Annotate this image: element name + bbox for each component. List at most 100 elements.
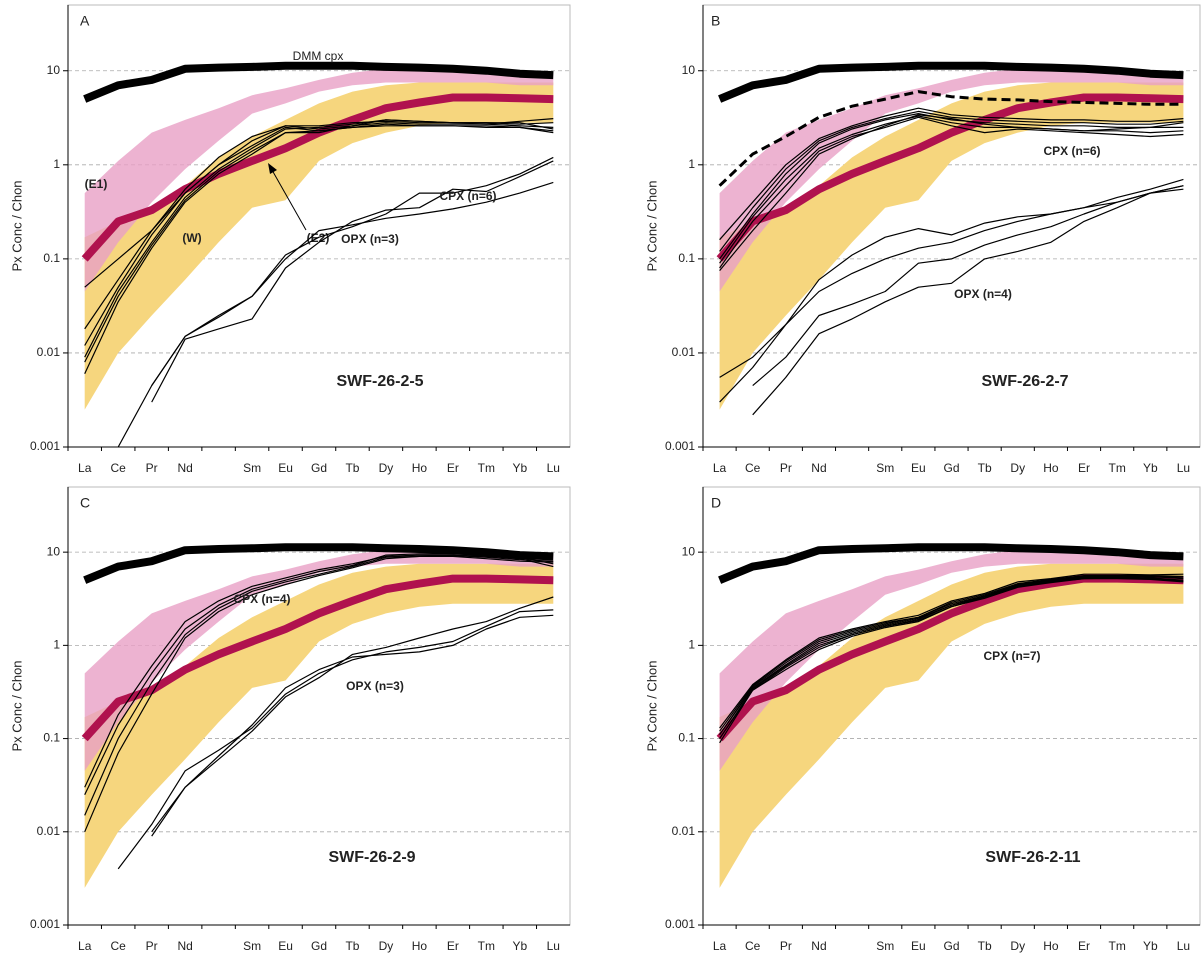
x-tick-label: Yb <box>512 461 527 475</box>
x-tick-label: Yb <box>512 939 527 953</box>
x-tick-label: Er <box>1078 939 1090 953</box>
y-tick-label: 10 <box>47 544 61 558</box>
sample-line <box>719 107 1184 241</box>
x-tick-label: Dy <box>1010 461 1025 475</box>
y-axis-label: Px Conc / Chon <box>9 180 24 271</box>
range-band <box>84 68 554 292</box>
sample-line <box>719 576 1184 739</box>
x-tick-label: Sm <box>243 939 261 953</box>
x-tick-label: Ho <box>1043 461 1059 475</box>
x-tick-label: Eu <box>911 461 926 475</box>
reference-line <box>81 574 554 742</box>
x-tick-label: La <box>713 461 727 475</box>
x-tick-label: Tb <box>345 939 359 953</box>
sample-line <box>84 555 554 833</box>
y-tick-label: 1 <box>53 157 60 171</box>
arrow-line <box>271 169 307 231</box>
sample-line <box>719 185 1184 378</box>
y-tick-label: 0.001 <box>30 917 60 931</box>
x-tick-label: Pr <box>146 939 158 953</box>
y-tick-label: 0.1 <box>678 251 695 265</box>
x-tick-label: Pr <box>146 461 158 475</box>
x-tick-label: Dy <box>379 461 394 475</box>
x-tick-label: Ho <box>412 939 428 953</box>
reference-line <box>718 543 1184 584</box>
y-tick-label: 10 <box>47 63 61 77</box>
sample-title: SWF-26-2-11 <box>985 849 1080 866</box>
range-band <box>719 563 1184 888</box>
x-tick-label: Ce <box>745 461 761 475</box>
sample-line <box>719 113 1184 260</box>
x-tick-label: Tm <box>1109 461 1126 475</box>
sample-line <box>151 614 554 837</box>
y-tick-label: 0.01 <box>672 345 696 359</box>
x-tick-label: Er <box>447 939 459 953</box>
sample-line <box>719 116 1184 269</box>
y-axis-label: Px Conc / Chon <box>644 660 659 751</box>
annotation: OPX (n=4) <box>954 287 1012 301</box>
sample-line <box>719 573 1184 729</box>
y-tick-label: 0.1 <box>43 731 60 745</box>
sample-line <box>151 160 554 403</box>
x-tick-label: Tb <box>345 461 359 475</box>
y-tick-label: 1 <box>53 638 60 652</box>
sample-line <box>719 114 1184 271</box>
sample-line <box>151 181 554 386</box>
sample-line <box>719 578 1184 744</box>
sample-line <box>84 553 554 795</box>
x-tick-label: Yb <box>1143 939 1158 953</box>
arrow-head <box>268 163 277 174</box>
x-tick-label: Nd <box>811 461 826 475</box>
annotation: OPX (n=3) <box>346 679 404 693</box>
range-band <box>84 550 554 771</box>
panel-label: C <box>80 495 90 511</box>
sample-line <box>84 554 554 816</box>
annotation: OPX (n=3) <box>341 232 399 246</box>
sample-line <box>84 125 554 375</box>
x-tick-label: Tb <box>978 461 992 475</box>
reference-line <box>718 61 1184 103</box>
annotation: CPX (n=6) <box>1043 144 1100 158</box>
sample-title: SWF-26-2-7 <box>981 373 1068 390</box>
x-tick-label: Lu <box>547 939 560 953</box>
sample-line <box>719 110 1184 252</box>
x-tick-label: Dy <box>1010 939 1025 953</box>
sample-line <box>151 596 554 833</box>
annotation: CPX (n=6) <box>439 189 496 203</box>
x-tick-label: Ce <box>111 461 127 475</box>
y-tick-label: 0.01 <box>37 824 61 838</box>
x-tick-label: Tm <box>478 939 495 953</box>
x-tick-label: Ce <box>745 939 761 953</box>
sample-line <box>84 119 554 330</box>
series-label: (E1) <box>85 177 108 191</box>
sample-line <box>719 178 1184 403</box>
x-tick-label: Sm <box>243 461 261 475</box>
sample-line <box>719 115 1184 264</box>
x-tick-label: Eu <box>911 939 926 953</box>
reference-line <box>83 61 554 103</box>
panel-label: D <box>711 495 721 511</box>
x-tick-label: Gd <box>943 461 959 475</box>
x-tick-label: Pr <box>780 939 792 953</box>
sample-line <box>84 122 554 363</box>
x-tick-label: Tb <box>978 939 992 953</box>
x-tick-label: Tm <box>1109 939 1126 953</box>
range-band <box>84 82 554 410</box>
x-tick-label: Nd <box>811 939 826 953</box>
x-tick-label: Ho <box>1043 939 1059 953</box>
x-tick-label: Dy <box>379 939 394 953</box>
y-tick-label: 1 <box>688 638 695 652</box>
reference-line <box>716 93 1184 262</box>
x-tick-label: Lu <box>547 461 560 475</box>
x-tick-label: La <box>713 939 727 953</box>
y-tick-label: 0.01 <box>37 345 61 359</box>
y-tick-label: 0.1 <box>43 251 60 265</box>
x-tick-label: Yb <box>1143 461 1158 475</box>
y-axis-label: Px Conc / Chon <box>9 660 24 751</box>
series-label: DMM cpx <box>293 49 344 63</box>
x-tick-label: Lu <box>1177 939 1190 953</box>
series-label: (W) <box>182 231 201 245</box>
annotation: CPX (n=7) <box>983 649 1040 663</box>
panel-label: B <box>711 13 720 29</box>
sample-title: SWF-26-2-5 <box>336 373 423 390</box>
